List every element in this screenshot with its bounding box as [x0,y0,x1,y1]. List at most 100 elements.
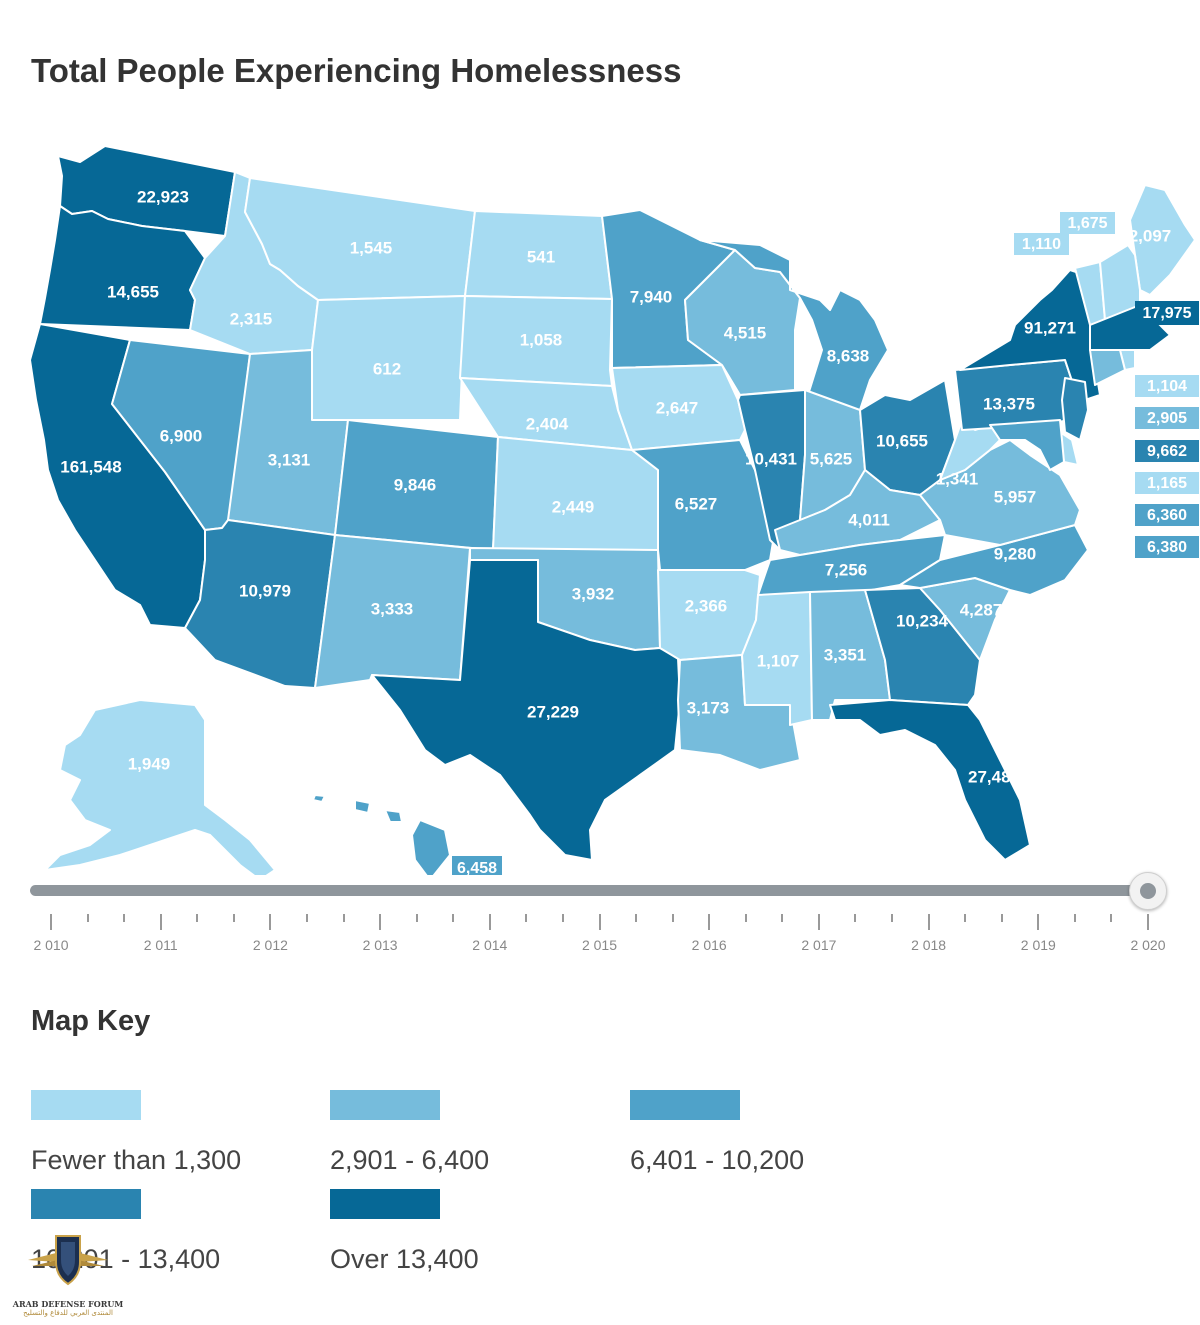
timeline-tick-minor [635,914,638,922]
state-hi[interactable] [312,794,451,875]
svg-text:6,458: 6,458 [457,860,497,875]
timeline-tick-minor [744,914,747,922]
state-nc[interactable] [899,524,1089,596]
state-tx[interactable] [371,559,681,861]
map-key-swatch [630,1090,740,1120]
svg-text:2,905: 2,905 [1147,410,1187,427]
watermark-emblem-icon [28,1235,108,1286]
state-ct[interactable] [1089,349,1126,386]
state-nd[interactable] [464,210,613,300]
state-ak[interactable] [44,699,276,875]
timeline-year-label[interactable]: 2 012 [252,937,288,953]
timeline-year-label[interactable]: 2 020 [1130,937,1166,953]
timeline-year-label[interactable]: 2 016 [691,937,727,953]
state-wy[interactable] [311,295,466,421]
timeline-year-label[interactable]: 2 013 [362,937,398,953]
watermark-line1: ARAB DEFENSE FORUM [12,1299,124,1309]
timeline-tick-minor [671,914,674,922]
timeline-tick-minor [964,914,967,922]
callout-dc[interactable]: 6,380 [1135,536,1199,558]
us-map: 22,92314,655161,5486,9002,3151,5456123,1… [29,145,1199,875]
timeline-year-label[interactable]: 2 010 [33,937,69,953]
timeline-tick-minor [415,914,418,922]
timeline-tick-major [50,914,52,930]
state-label-hi: 6,458 [452,856,502,875]
timeline-tick-minor [86,914,89,922]
state-ms[interactable] [741,591,813,726]
timeline-tick-major [1037,914,1040,930]
state-sd[interactable] [459,295,613,387]
timeline-tick-major [379,914,382,930]
state-co[interactable] [334,419,499,551]
svg-text:1,675: 1,675 [1067,215,1107,232]
map-key-label: 2,901 - 6,400 [330,1145,490,1175]
svg-text:1,110: 1,110 [1022,236,1061,253]
state-me[interactable] [1129,184,1196,296]
timeline-tick-major [708,914,711,930]
map-key-title: Map Key [31,1005,151,1037]
state-md[interactable] [989,419,1065,471]
timeline-tick-major [817,914,820,930]
map-key-label: Over 13,400 [330,1244,479,1274]
state-ia[interactable] [611,364,746,451]
state-ks[interactable] [492,436,659,551]
callout-nh[interactable]: 1,675 [1060,212,1115,234]
state-az[interactable] [184,519,336,689]
state-nj[interactable] [1061,377,1089,441]
timeline-year-label[interactable]: 2 015 [581,937,618,953]
timeline-tick-minor [854,914,857,922]
timeline-tick-minor [561,914,564,922]
timeline-tick-minor [123,914,126,922]
timeline-tick-minor [452,914,455,922]
timeline-tick-minor [525,914,528,922]
svg-text:1,104: 1,104 [1147,378,1187,395]
timeline-tick-major [488,914,491,930]
timeline-year-label[interactable]: 2 019 [1020,937,1056,953]
callout-ct[interactable]: 2,905 [1135,407,1199,429]
map-key-swatch [330,1090,440,1120]
timeline-tick-minor [891,914,894,922]
state-fl[interactable] [829,699,1031,861]
timeline-tick-minor [1110,914,1113,922]
states-layer [29,145,1196,875]
timeline-tick-minor [1073,914,1076,922]
callout-vt[interactable]: 1,110 [1014,233,1069,255]
callout-ma[interactable]: 17,975 [1135,301,1199,325]
timeline-year-label[interactable]: 2 014 [472,937,508,953]
timeline-tick-minor [196,914,199,922]
timeline-tick-minor [1000,914,1003,922]
timeline-year-label[interactable]: 2 018 [911,937,947,953]
timeline-tick-major [927,914,930,930]
timeline-year-label[interactable]: 2 017 [801,937,837,953]
svg-text:9,662: 9,662 [1147,443,1187,460]
timeline-tick-minor [305,914,308,922]
map-key-label: 6,401 - 10,200 [630,1145,805,1175]
watermark-logo: ARAB DEFENSE FORUM المنتدى العربي للدفاع… [8,1232,128,1322]
callout-de[interactable]: 1,165 [1135,472,1199,494]
page-title: Total People Experiencing Homelessness [31,52,682,89]
state-mi[interactable] [699,239,889,416]
timeline-tick-minor [781,914,784,922]
map-key-swatch [31,1090,141,1120]
timeline-tick-major [598,914,601,930]
year-slider-knob[interactable] [1129,872,1167,910]
map-key-swatch [330,1189,440,1219]
map-key-swatch [31,1189,141,1219]
year-slider-track[interactable] [30,885,1155,896]
timeline-tick-minor [342,914,345,922]
timeline-tick-major [269,914,272,930]
svg-text:6,380: 6,380 [1147,539,1187,556]
callout-md[interactable]: 6,360 [1135,504,1199,526]
svg-text:1,165: 1,165 [1147,475,1187,492]
timeline-year-label[interactable]: 2 011 [143,937,178,953]
state-nm[interactable] [314,534,471,689]
callout-ri[interactable]: 1,104 [1135,375,1199,397]
timeline-tick-major [159,914,162,930]
timeline-tick-major [1147,914,1149,930]
callouts-layer: 1,110 1,675 17,975 1,104 2,905 9,662 1,165 6,36… [1014,212,1199,558]
map-key-label: Fewer than 1,300 [31,1145,242,1175]
timeline-tick-minor [232,914,235,922]
svg-text:17,975: 17,975 [1143,305,1192,322]
callout-nj[interactable]: 9,662 [1135,440,1199,462]
watermark-line2: المنتدى العربي للدفاع والتسليح [23,1309,113,1317]
